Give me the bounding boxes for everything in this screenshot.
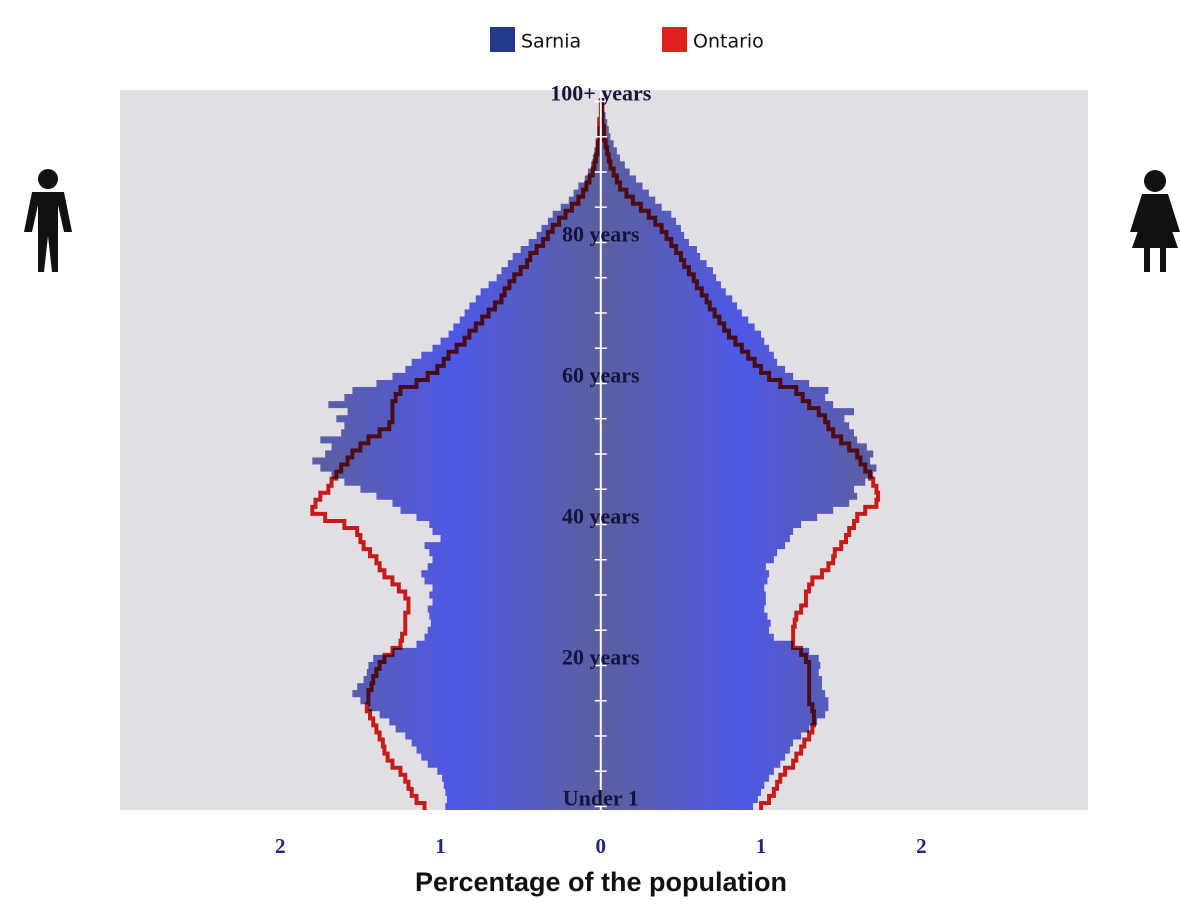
legend-swatch xyxy=(490,27,515,52)
y-tick-label: 40 years xyxy=(562,504,640,529)
female-icon xyxy=(1130,170,1180,272)
x-axis-title: Percentage of the population xyxy=(415,867,787,897)
legend: Sarnia Ontario xyxy=(490,27,764,53)
male-icon xyxy=(24,169,72,272)
line xyxy=(310,97,603,810)
legend-label: Ontario xyxy=(693,31,764,53)
line xyxy=(600,97,881,810)
x-tick-label: 0 xyxy=(596,834,607,858)
x-tick-label: 1 xyxy=(756,834,767,858)
area xyxy=(600,97,877,810)
y-tick-label: 80 years xyxy=(562,222,640,247)
x-tick-label: 1 xyxy=(435,834,446,858)
y-tick-label: 20 years xyxy=(562,645,640,670)
area xyxy=(312,97,601,810)
x-tick-label: 2 xyxy=(275,834,286,858)
y-tick-label: 60 years xyxy=(562,363,640,388)
legend-label: Sarnia xyxy=(521,31,581,53)
y-tick-label: Under 1 xyxy=(563,786,639,811)
x-tick-label: 2 xyxy=(916,834,927,858)
y-tick-label: 100+ years xyxy=(550,81,652,106)
legend-swatch xyxy=(662,27,687,52)
